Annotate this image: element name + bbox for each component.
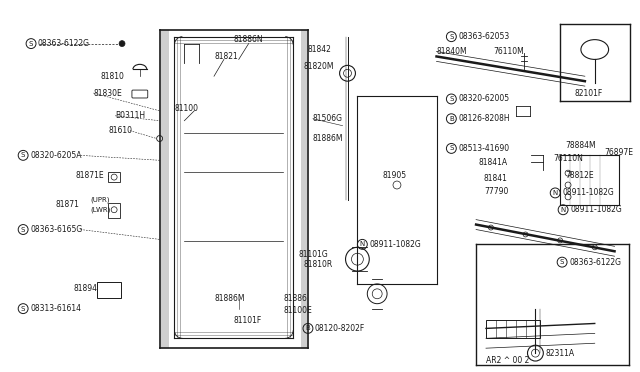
- Text: S: S: [21, 153, 26, 158]
- Text: 08363-6122G: 08363-6122G: [38, 39, 90, 48]
- Text: 81100E: 81100E: [284, 306, 312, 315]
- Text: 82311A: 82311A: [545, 349, 575, 357]
- Text: 76110M: 76110M: [493, 47, 524, 56]
- Text: 76110N: 76110N: [553, 154, 583, 163]
- Text: 08320-6205A: 08320-6205A: [30, 151, 81, 160]
- Text: (UPR): (UPR): [90, 196, 110, 203]
- Text: 81101G: 81101G: [298, 250, 328, 259]
- Text: S: S: [449, 34, 454, 40]
- Text: 82101F: 82101F: [575, 89, 604, 97]
- Text: 81506G: 81506G: [313, 114, 343, 123]
- Text: 81821: 81821: [214, 52, 238, 61]
- Text: 81830E: 81830E: [93, 89, 122, 97]
- Text: B: B: [305, 326, 310, 331]
- Text: S: S: [449, 96, 454, 102]
- Text: 81810: 81810: [100, 72, 124, 81]
- Text: 81610: 81610: [108, 126, 132, 135]
- Text: 76897E: 76897E: [605, 148, 634, 157]
- Text: 78884M: 78884M: [565, 141, 596, 150]
- Text: 81886N: 81886N: [234, 35, 264, 44]
- Text: S: S: [560, 259, 564, 265]
- Text: 81905: 81905: [382, 171, 406, 180]
- Text: 08363-6165G: 08363-6165G: [30, 225, 83, 234]
- Text: AR2 ^ 00 2: AR2 ^ 00 2: [486, 356, 529, 365]
- Text: 08320-62005: 08320-62005: [458, 94, 509, 103]
- Text: 81886: 81886: [284, 294, 307, 303]
- Text: (LWR): (LWR): [90, 206, 111, 213]
- Text: 08363-6122G: 08363-6122G: [569, 258, 621, 267]
- Text: 08911-1082G: 08911-1082G: [562, 189, 614, 198]
- Text: 81871E: 81871E: [76, 171, 104, 180]
- Text: B0311H: B0311H: [115, 111, 145, 120]
- Text: 81841: 81841: [484, 174, 508, 183]
- Circle shape: [119, 41, 125, 46]
- Text: 78812E: 78812E: [565, 171, 594, 180]
- Text: 81886M: 81886M: [214, 294, 244, 303]
- Text: 81841A: 81841A: [478, 158, 507, 167]
- Text: 81842: 81842: [308, 45, 332, 54]
- Text: 81820M: 81820M: [303, 62, 333, 71]
- Text: 81871: 81871: [56, 200, 79, 209]
- Text: 08513-41690: 08513-41690: [458, 144, 509, 153]
- Text: 08911-1082G: 08911-1082G: [369, 240, 421, 249]
- Text: 81886M: 81886M: [313, 134, 344, 143]
- Text: 08363-62053: 08363-62053: [458, 32, 509, 41]
- Text: 08120-8202F: 08120-8202F: [315, 324, 365, 333]
- Text: B: B: [449, 116, 454, 122]
- Text: 08126-8208H: 08126-8208H: [458, 114, 510, 123]
- Text: N: N: [360, 241, 365, 247]
- Text: 81840M: 81840M: [436, 47, 467, 56]
- Text: S: S: [21, 227, 26, 232]
- Text: N: N: [552, 190, 558, 196]
- Text: S: S: [449, 145, 454, 151]
- Text: 77790: 77790: [484, 187, 508, 196]
- Text: 08313-61614: 08313-61614: [30, 304, 81, 313]
- Text: N: N: [561, 207, 566, 213]
- Text: 81101F: 81101F: [234, 316, 262, 325]
- Text: 81894: 81894: [74, 284, 97, 294]
- Text: 08911-1082G: 08911-1082G: [570, 205, 622, 214]
- Text: S: S: [21, 306, 26, 312]
- Text: 81810R: 81810R: [303, 260, 332, 269]
- Text: 81100: 81100: [175, 105, 198, 113]
- Text: S: S: [29, 41, 33, 46]
